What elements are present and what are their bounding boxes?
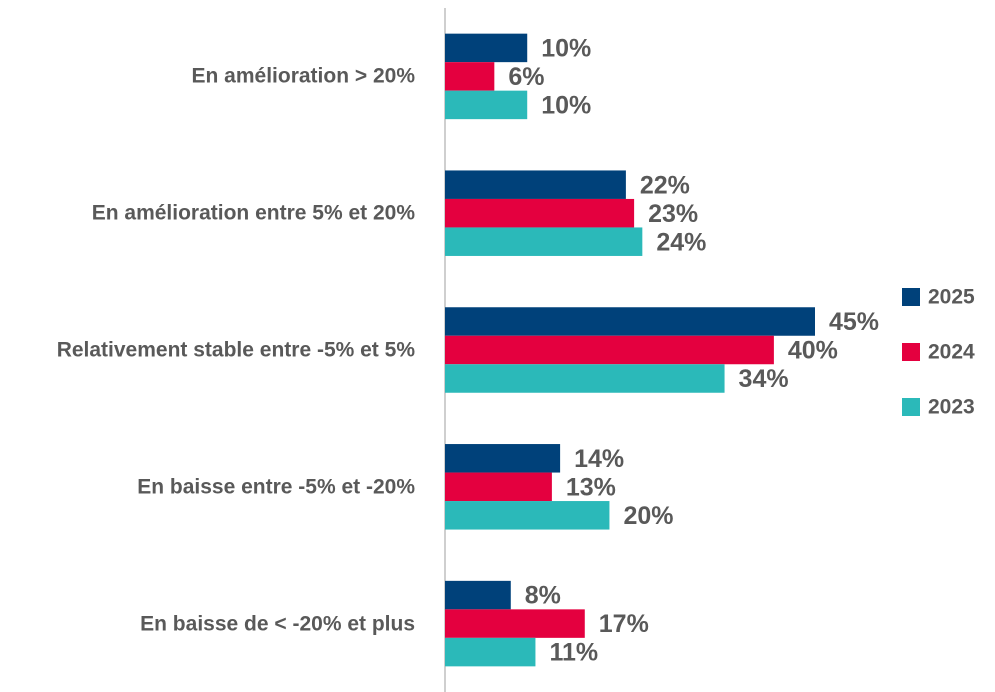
category-label: En amélioration entre 5% et 20% (91, 201, 415, 225)
bar (445, 33, 528, 63)
value-label: 22% (640, 171, 690, 199)
bar (445, 472, 552, 502)
bar (445, 580, 511, 610)
legend-swatch (902, 288, 920, 306)
value-label: 8% (525, 582, 561, 610)
category-label: Relativement stable entre -5% et 5% (56, 338, 415, 362)
value-label: 14% (574, 445, 624, 473)
bar (445, 198, 635, 228)
legend-label: 2025 (928, 286, 975, 309)
value-label: 6% (508, 63, 544, 91)
bar (445, 364, 725, 393)
value-label: 11% (549, 639, 598, 667)
value-label: 17% (599, 610, 649, 638)
value-label: 20% (623, 502, 673, 530)
legend-swatch (902, 343, 920, 361)
bar (445, 501, 610, 530)
legend-label: 2024 (928, 341, 975, 364)
value-label: 23% (648, 200, 698, 228)
bar (445, 90, 528, 120)
bar (445, 307, 815, 336)
value-label: 45% (829, 308, 879, 336)
value-label: 10% (541, 35, 591, 63)
value-label: 40% (788, 337, 838, 365)
category-label: En baisse entre -5% et -20% (137, 475, 415, 499)
value-label: 34% (739, 365, 789, 393)
category-label: En baisse de < -20% et plus (140, 611, 415, 635)
bar (445, 170, 626, 199)
value-label: 10% (541, 92, 591, 120)
bar (445, 444, 561, 473)
value-label: 24% (656, 228, 706, 256)
bar (445, 335, 774, 365)
bar (445, 62, 495, 91)
value-label: 13% (566, 473, 616, 501)
legend-swatch (902, 398, 920, 416)
bar (445, 637, 536, 667)
bar (445, 227, 643, 256)
category-label: En amélioration > 20% (191, 64, 416, 88)
bar (445, 609, 585, 638)
legend-label: 2023 (928, 396, 975, 419)
